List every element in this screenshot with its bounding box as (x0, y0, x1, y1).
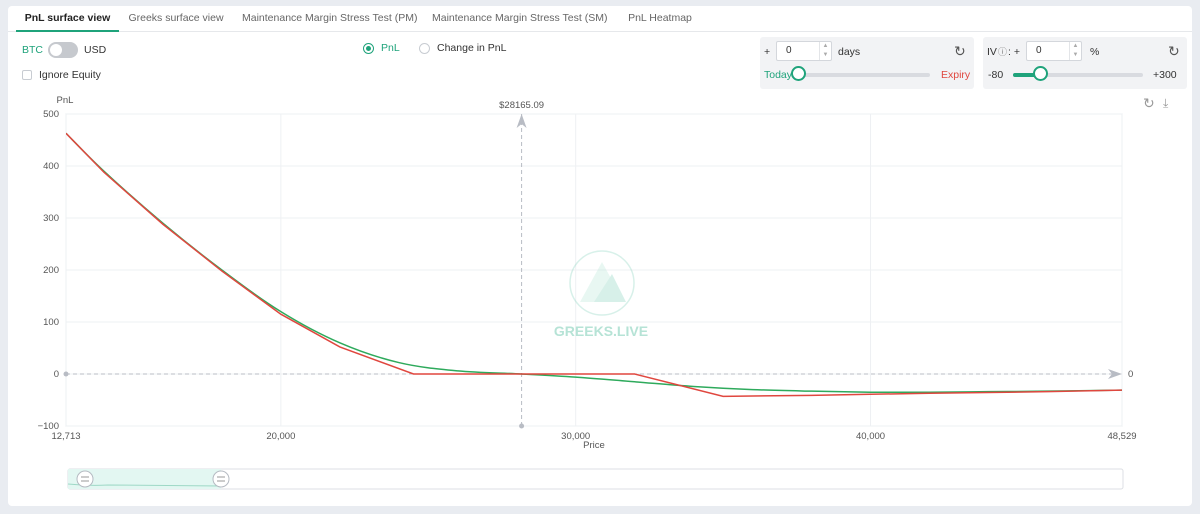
iv-slider-thumb[interactable] (1033, 66, 1049, 81)
radio-pnl[interactable] (363, 43, 374, 54)
x-axis-label: Price (583, 440, 605, 451)
data-zoom-slider[interactable] (67, 468, 1124, 490)
pnl-chart: −100 0 100 200 300 400 500 12,713 20,000 30,000 4… (38, 95, 1137, 490)
x-tick-label: 20,000 (266, 431, 295, 442)
currency-toggle[interactable] (48, 42, 78, 58)
tab-mm-stress-test-pm[interactable]: Maintenance Margin Stress Test (PM) (242, 12, 418, 24)
iv-min-label: -80 (988, 69, 1004, 81)
ignore-equity-checkbox[interactable] (22, 70, 32, 80)
today-label: Today (764, 69, 793, 81)
series-line-expiry (66, 132, 1122, 398)
days-value: 0 (786, 45, 792, 56)
question-icon[interactable]: ⓘ (998, 47, 1008, 57)
currency-usd-label: USD (84, 44, 107, 56)
days-slider-track[interactable] (798, 73, 930, 77)
iv-slider-fill (1013, 73, 1041, 77)
spot-arrow (516, 114, 527, 128)
days-stepper[interactable]: ▲ ▼ (819, 42, 831, 60)
pnl-surface-panel: PnL surface view Greeks surface view Mai… (8, 6, 1192, 506)
iv-unit-label: % (1090, 46, 1100, 58)
iv-value: 0 (1036, 45, 1042, 56)
expiry-label: Expiry (941, 69, 971, 81)
radio-change-in-pnl-label: Change in PnL (437, 42, 507, 54)
y-axis-label: PnL (57, 95, 74, 106)
y-tick-label: 200 (43, 265, 59, 276)
toggle-knob (50, 44, 62, 56)
y-tick-label: 300 (43, 213, 59, 224)
tab-bar: PnL surface view Greeks surface view Mai… (8, 6, 1192, 32)
y-tick-label: 0 (54, 369, 59, 380)
x-tick-label: 48,529 (1107, 431, 1136, 442)
zoom-handle-right[interactable] (212, 470, 230, 488)
days-slider-thumb[interactable] (791, 66, 806, 81)
y-tick-label: 500 (43, 109, 59, 120)
refresh-icon[interactable]: ↻ (1143, 95, 1155, 111)
iv-label: IV (987, 46, 997, 58)
radio-change-in-pnl[interactable] (419, 43, 430, 54)
x-tick-label: 40,000 (856, 431, 885, 442)
radio-pnl-label: PnL (381, 42, 400, 54)
currency-btc-label: BTC (22, 44, 43, 56)
watermark-logo (569, 250, 635, 316)
y-tick-label: 400 (43, 161, 59, 172)
days-unit-label: days (838, 46, 861, 58)
iv-slider-track[interactable] (1013, 73, 1143, 77)
zero-value-label: 0 (1128, 369, 1133, 380)
iv-reset-icon[interactable]: ↻ (1168, 43, 1180, 59)
tab-pnl-surface-view[interactable]: PnL surface view (16, 6, 119, 32)
zoom-handle-left[interactable] (76, 470, 94, 488)
spot-price-label: $28165.09 (499, 100, 544, 111)
days-plus-label: + (764, 46, 771, 58)
y-tick-label: −100 (38, 421, 59, 432)
iv-plus-label: : + (1008, 46, 1020, 58)
x-tick-label: 30,000 (561, 431, 590, 442)
days-input[interactable]: 0 ▲ ▼ (776, 41, 832, 61)
ignore-equity-label: Ignore Equity (39, 69, 101, 81)
iv-stepper[interactable]: ▲ ▼ (1069, 42, 1081, 60)
y-tick-label: 100 (43, 317, 59, 328)
iv-input[interactable]: 0 ▲ ▼ (1026, 41, 1082, 61)
days-panel: + 0 ▲ ▼ days ↻ Today Expiry (760, 37, 974, 89)
days-reset-icon[interactable]: ↻ (954, 43, 966, 59)
iv-max-label: +300 (1153, 69, 1177, 81)
tab-mm-stress-test-sm[interactable]: Maintenance Margin Stress Test (SM) (432, 12, 608, 24)
iv-panel: IV ⓘ : + 0 ▲ ▼ % ↻ -80 +300 (983, 37, 1187, 89)
zoom-window[interactable] (68, 469, 221, 489)
series-line-today (66, 132, 1122, 394)
tab-pnl-heatmap[interactable]: PnL Heatmap (628, 12, 692, 24)
zero-arrow (1108, 369, 1122, 379)
download-icon[interactable]: ⤓ (1163, 96, 1169, 110)
tab-greeks-surface-view[interactable]: Greeks surface view (128, 12, 224, 24)
watermark-text: GREEKS.LIVE (554, 323, 648, 339)
x-tick-label: 12,713 (51, 431, 80, 442)
